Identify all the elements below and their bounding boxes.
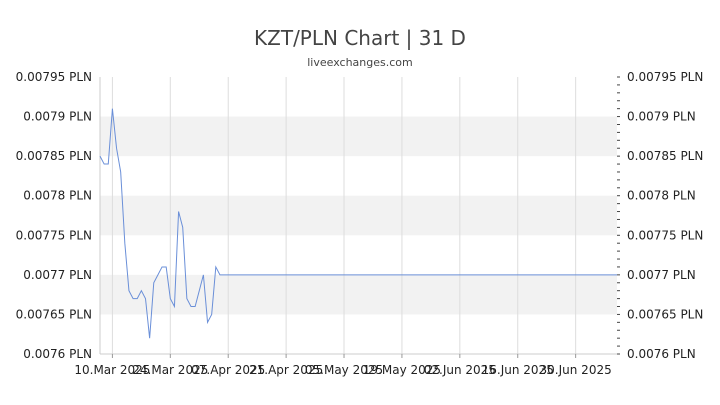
- y-tick-label-right: 0.0079 PLN: [627, 110, 696, 124]
- y-tick-label-right: 0.00795 PLN: [627, 70, 703, 84]
- y-axis-left: 0.00795 PLN 0.0079 PLN 0.00785 PLN 0.0078 P…: [16, 70, 92, 361]
- y-tick-label-right: 0.00785 PLN: [627, 149, 703, 163]
- y-tick-label-right: 0.0078 PLN: [627, 189, 696, 203]
- axes: [99, 76, 620, 355]
- y-tick-label-left: 0.0079 PLN: [23, 110, 92, 124]
- x-tick-label: 30.Jun 2025: [540, 363, 612, 377]
- x-tick-label: 19.May 2025: [363, 363, 441, 377]
- y-tick-label-right: 0.0077 PLN: [627, 268, 696, 282]
- y-tick-label-right: 0.00765 PLN: [627, 307, 703, 321]
- y-tick-label-left: 0.0077 PLN: [23, 268, 92, 282]
- x-tick-label: 21.Apr 2025: [249, 363, 323, 377]
- y-tick-label-left: 0.0076 PLN: [23, 347, 92, 361]
- grid-band: [100, 195, 617, 236]
- y-axis-right: 0.00795 PLN 0.0079 PLN 0.00785 PLN 0.0078 P…: [627, 70, 703, 361]
- vertical-gridlines: [111, 77, 577, 354]
- chart-title: KZT/PLN Chart | 31 D: [254, 26, 466, 50]
- chart-subtitle: liveexchanges.com: [307, 56, 413, 69]
- x-tick-label: 02.Jun 2025: [424, 363, 496, 377]
- x-tick-label: 05.May 2025: [305, 363, 383, 377]
- x-tick-label: 16.Jun 2025: [482, 363, 554, 377]
- y-tick-label-right: 0.00775 PLN: [627, 228, 703, 242]
- y-tick-label-left: 0.00785 PLN: [16, 149, 92, 163]
- series-group: [99, 108, 617, 339]
- grid-band: [100, 274, 617, 315]
- x-tick-label: 24.Mar 2025: [132, 363, 208, 377]
- y-tick-label-left: 0.0078 PLN: [23, 189, 92, 203]
- x-tick-label: 10.Mar 2025: [74, 363, 150, 377]
- grid-band: [100, 116, 617, 157]
- y-tick-label-left: 0.00795 PLN: [16, 70, 92, 84]
- y-tick-label-right: 0.0076 PLN: [627, 347, 696, 361]
- grid-bands: [100, 116, 617, 315]
- y-tick-label-left: 0.00775 PLN: [16, 228, 92, 242]
- series-line: [99, 108, 617, 339]
- x-tick-label: 07.Apr 2025: [191, 363, 265, 377]
- y-tick-label-left: 0.00765 PLN: [16, 307, 92, 321]
